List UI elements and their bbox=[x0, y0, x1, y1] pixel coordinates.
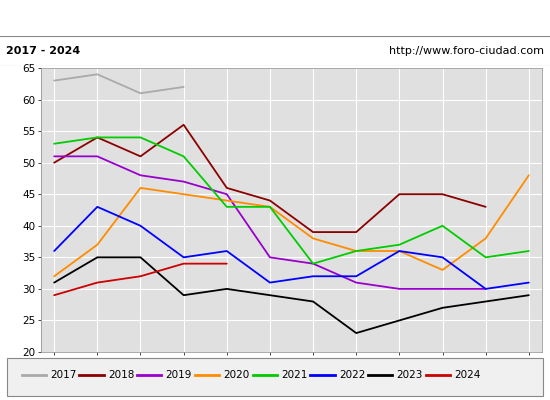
Text: 2024: 2024 bbox=[454, 370, 481, 380]
Text: 2023: 2023 bbox=[397, 370, 423, 380]
Text: 2022: 2022 bbox=[339, 370, 365, 380]
Text: 2017: 2017 bbox=[50, 370, 76, 380]
Text: Evolucion del paro registrado en Cuevas del Valle: Evolucion del paro registrado en Cuevas … bbox=[85, 10, 465, 26]
FancyBboxPatch shape bbox=[7, 358, 543, 396]
Text: 2020: 2020 bbox=[223, 370, 250, 380]
Text: 2017 - 2024: 2017 - 2024 bbox=[6, 46, 80, 56]
Text: 2021: 2021 bbox=[281, 370, 307, 380]
Text: 2019: 2019 bbox=[166, 370, 192, 380]
Text: http://www.foro-ciudad.com: http://www.foro-ciudad.com bbox=[389, 46, 544, 56]
Text: 2018: 2018 bbox=[108, 370, 134, 380]
